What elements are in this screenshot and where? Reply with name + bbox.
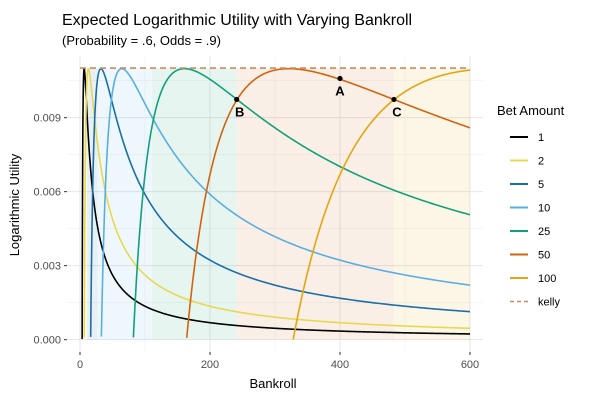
annotation-label-C: C: [392, 104, 402, 119]
shaded-regions: [82, 68, 470, 340]
annotation-point-A: [337, 75, 343, 82]
shaded-region-bet-25: [152, 68, 237, 340]
legend-title: Bet Amount: [497, 103, 565, 118]
legend-label-kelly: kelly: [538, 297, 561, 309]
series-line-bet-5: [89, 67, 471, 337]
x-axis-label: Bankroll: [250, 376, 297, 391]
series-line-bet-1: [81, 67, 471, 340]
chart-subtitle: (Probability = .6, Odds = .9): [62, 33, 221, 48]
y-axis-label: Logarithmic Utility: [7, 153, 22, 256]
legend-label-10: 10: [538, 203, 550, 215]
y-tick-label: 0.006: [33, 187, 61, 199]
x-tick-label: 600: [461, 359, 479, 371]
x-tick-label: 400: [331, 359, 349, 371]
legend-label-100: 100: [538, 273, 556, 285]
annotation-label-B: B: [235, 104, 244, 119]
series-line-bet-2: [83, 67, 471, 338]
legend-label-2: 2: [538, 156, 544, 168]
x-axis-ticks: 0 200 400 600: [77, 352, 479, 371]
y-tick-label: 0.003: [33, 261, 61, 273]
series-line-bet-25: [132, 67, 471, 338]
y-axis-ticks: 0.000 0.003 0.006 0.009: [33, 113, 67, 347]
series-line-bet-10: [100, 67, 471, 337]
annotation-point-C: [391, 96, 397, 103]
chart-title: Expected Logarithmic Utility with Varyin…: [62, 12, 412, 29]
annotation-label-A: A: [335, 83, 345, 98]
legend-label-1: 1: [538, 132, 544, 144]
y-tick-label: 0.000: [33, 335, 61, 347]
shaded-region-bet-10: [112, 68, 153, 340]
series-line-bet-100: [292, 69, 471, 340]
annotations: A B C: [234, 75, 402, 119]
x-tick-label: 0: [77, 359, 83, 371]
x-tick-label: 200: [201, 359, 219, 371]
grid-lines: [67, 56, 483, 352]
legend-label-25: 25: [538, 226, 550, 238]
legend-label-5: 5: [538, 179, 544, 191]
y-tick-label: 0.009: [33, 113, 61, 125]
annotation-point-B: [234, 96, 240, 103]
legend-label-50: 50: [538, 250, 550, 262]
shaded-region-bet-50: [236, 68, 394, 340]
